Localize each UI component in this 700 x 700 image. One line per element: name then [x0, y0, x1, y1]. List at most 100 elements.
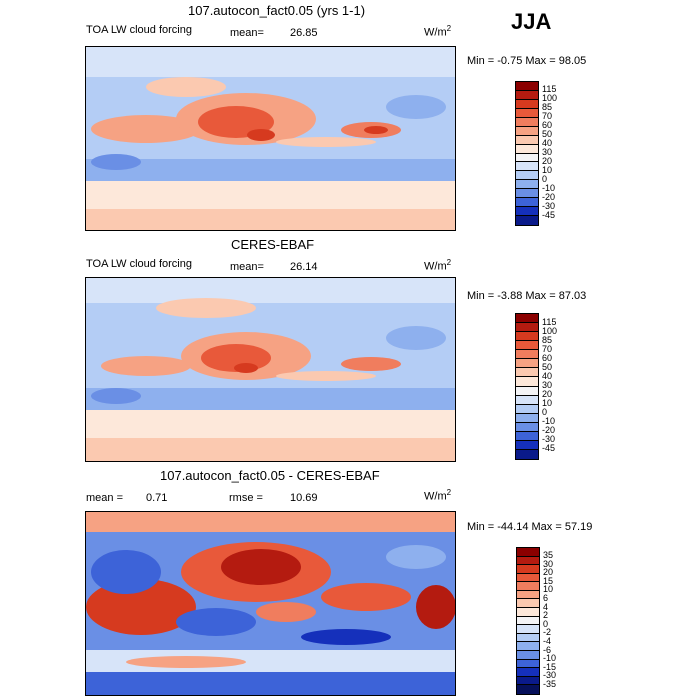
colorbar-swatch — [516, 171, 538, 181]
colorbar-swatch — [516, 404, 538, 414]
panel2-variable-label: TOA LW cloud forcing — [86, 258, 192, 270]
colorbar-tick-label: 10 — [543, 584, 554, 595]
colorbar-swatch — [516, 377, 538, 387]
colorbar-swatch — [517, 590, 539, 600]
colorbar-swatch — [516, 359, 538, 369]
panel1-colorbar — [515, 81, 539, 226]
colorbar-tick-label: -30 — [542, 200, 556, 211]
colorbar-swatch — [517, 625, 539, 634]
colorbar-tick-label: 20 — [543, 567, 554, 578]
colorbar-tick-label: 100 — [542, 93, 558, 104]
panel3-rmse-value: 10.69 — [290, 492, 318, 504]
panel2-map-svg — [86, 278, 455, 461]
colorbar-swatch — [516, 189, 538, 199]
colorbar-swatch — [517, 650, 539, 660]
colorbar-swatch — [516, 90, 538, 100]
colorbar-swatch — [516, 341, 538, 351]
panel1-title: 107.autocon_fact0.05 (yrs 1-1) — [188, 3, 366, 18]
colorbar-tick-label: 50 — [542, 361, 553, 372]
colorbar-tick-label: -2 — [543, 627, 552, 638]
panel2-map — [85, 277, 456, 462]
colorbar-tick-label: -20 — [542, 425, 556, 436]
colorbar-tick-label: 2 — [543, 610, 549, 621]
colorbar-tick-label: -10 — [542, 416, 556, 427]
panel2-title: CERES-EBAF — [231, 237, 315, 252]
colorbar-swatch — [517, 556, 539, 566]
panel1-map-svg — [86, 47, 455, 230]
colorbar-tick-label: 0 — [543, 618, 549, 629]
colorbar-swatch — [516, 431, 538, 441]
colorbar-swatch — [517, 582, 539, 591]
colorbar-swatch — [517, 676, 539, 686]
colorbar-tick-label: -20 — [542, 191, 556, 202]
colorbar-swatch — [516, 126, 538, 136]
colorbar-swatch — [516, 449, 538, 459]
colorbar-tick-label: 15 — [543, 575, 554, 586]
colorbar-swatch — [517, 548, 539, 557]
colorbar-tick-label: 115 — [542, 316, 557, 327]
colorbar-tick-label: -35 — [543, 678, 557, 689]
colorbar-swatch — [516, 162, 538, 172]
panel2-mean-value: 26.14 — [290, 261, 318, 273]
colorbar-swatch — [516, 350, 538, 360]
colorbar-swatch — [517, 608, 539, 617]
colorbar-swatch — [517, 565, 539, 574]
colorbar-tick-label: 0 — [542, 407, 548, 418]
colorbar-swatch — [516, 180, 538, 190]
colorbar-swatch — [517, 668, 539, 677]
panel2-mean-label: mean= — [230, 261, 264, 273]
panel3-units: W/m2 — [424, 488, 452, 503]
colorbar-tick-label: 40 — [542, 138, 553, 149]
colorbar-tick-label: 115 — [542, 84, 557, 95]
colorbar-tick-label: 70 — [542, 111, 553, 122]
colorbar-swatch — [516, 198, 538, 208]
colorbar-tick-label: 70 — [542, 343, 553, 354]
colorbar-tick-label: 4 — [543, 601, 549, 612]
colorbar-tick-label: 40 — [542, 370, 553, 381]
colorbar-swatch — [516, 323, 538, 333]
colorbar-tick-label: 35 — [543, 550, 554, 561]
colorbar-tick-label: 20 — [542, 389, 553, 400]
panel1-mean-label: mean= — [230, 27, 264, 39]
colorbar-swatch — [516, 135, 538, 145]
colorbar-swatch — [516, 99, 538, 109]
panel3-title: 107.autocon_fact0.05 - CERES-EBAF — [160, 468, 380, 483]
colorbar-swatch — [516, 314, 538, 324]
colorbar-swatch — [517, 573, 539, 583]
colorbar-tick-label: -10 — [542, 182, 556, 193]
colorbar-swatch — [516, 368, 538, 378]
panel1-units: W/m2 — [424, 24, 452, 39]
colorbar-swatch — [516, 422, 538, 432]
panel1-mean-value: 26.85 — [290, 27, 318, 39]
colorbar-tick-label: -30 — [542, 434, 556, 445]
colorbar-tick-label: -30 — [543, 670, 557, 681]
colorbar-tick-label: -45 — [542, 209, 556, 220]
colorbar-swatch — [516, 386, 538, 396]
colorbar-swatch — [516, 332, 538, 342]
panel2-colorbar — [515, 313, 539, 460]
colorbar-swatch — [517, 642, 539, 651]
colorbar-tick-label: 0 — [542, 173, 548, 184]
colorbar-swatch — [517, 659, 539, 669]
colorbar-swatch — [517, 616, 539, 626]
colorbar-tick-label: 100 — [542, 325, 558, 336]
panel1-map — [85, 46, 456, 231]
colorbar-tick-label: 85 — [542, 102, 553, 113]
colorbar-swatch — [516, 395, 538, 405]
colorbar-tick-label: 60 — [542, 120, 553, 131]
colorbar-tick-label: -10 — [543, 653, 557, 664]
colorbar-tick-label: 30 — [543, 558, 554, 569]
season-label: JJA — [511, 9, 552, 34]
colorbar-tick-label: -45 — [542, 443, 556, 454]
colorbar-tick-label: -15 — [543, 661, 557, 672]
panel1-variable-label: TOA LW cloud forcing — [86, 24, 192, 36]
colorbar-swatch — [516, 440, 538, 450]
colorbar-tick-label: 60 — [542, 352, 553, 363]
panel3-minmax: Min = -44.14 Max = 57.19 — [467, 521, 593, 533]
panel3-rmse-label: rmse = — [229, 492, 263, 504]
colorbar-swatch — [516, 108, 538, 118]
panel2-minmax: Min = -3.88 Max = 87.03 — [467, 290, 587, 302]
colorbar-tick-label: 85 — [542, 334, 553, 345]
colorbar-tick-label: 50 — [542, 129, 553, 140]
colorbar-swatch — [516, 216, 538, 225]
